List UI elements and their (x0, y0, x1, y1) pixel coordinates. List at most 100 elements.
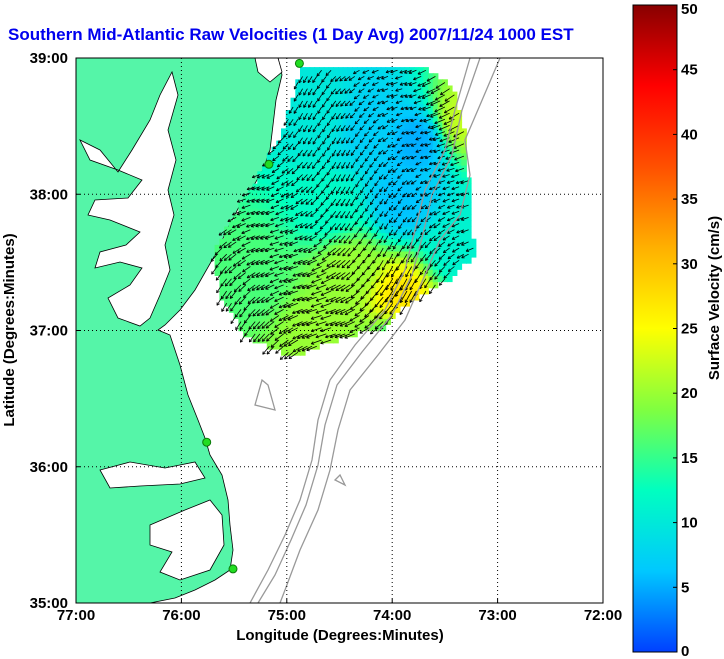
velocity-cell (385, 257, 391, 264)
current-vector (419, 278, 427, 290)
colorbar-tick-label: 30 (681, 256, 698, 273)
velocity-cell (290, 214, 297, 221)
current-vector (429, 247, 436, 254)
velocity-cell (347, 281, 353, 289)
current-vector (307, 88, 313, 96)
current-vector (438, 180, 446, 184)
velocity-cell (295, 330, 301, 338)
current-vector-head (312, 105, 316, 108)
current-vector (280, 217, 289, 222)
velocity-cell (371, 318, 377, 325)
current-vector (390, 290, 398, 303)
current-vector (391, 106, 398, 110)
current-vector-head (289, 111, 292, 114)
current-vector (372, 94, 379, 99)
current-vector (321, 174, 327, 182)
current-vector-head (456, 205, 459, 208)
velocity-cell (276, 300, 282, 307)
current-vector-head (419, 180, 423, 184)
velocity-cell (380, 201, 387, 209)
velocity-cell (470, 244, 477, 252)
velocity-cell (399, 134, 406, 142)
current-vector (429, 149, 436, 153)
current-vector (260, 247, 270, 252)
velocity-cell (290, 134, 297, 142)
velocity-cell (375, 177, 382, 184)
velocity-cell (323, 201, 330, 209)
current-vector (288, 106, 294, 114)
velocity-cell (333, 269, 339, 276)
current-vector-head (292, 287, 296, 289)
current-vector (367, 76, 374, 80)
velocity-cell (323, 318, 330, 325)
velocity-cell (295, 201, 301, 209)
current-vector-head (375, 208, 379, 212)
velocity-cell (252, 318, 259, 325)
current-vector (298, 76, 303, 84)
velocity-cell (323, 73, 330, 80)
current-vector-head (236, 199, 240, 203)
velocity-cell (285, 318, 292, 325)
velocity-cell (394, 293, 401, 301)
current-vector (301, 321, 313, 326)
current-vector-head (344, 79, 348, 82)
velocity-cell (328, 91, 335, 99)
current-vector-head (339, 335, 343, 338)
current-vector-head (340, 299, 343, 303)
velocity-cell (375, 244, 382, 252)
current-vector-head (389, 312, 393, 315)
velocity-cell (252, 251, 259, 258)
current-vector-head (299, 236, 302, 240)
velocity-cell (456, 238, 463, 246)
velocity-cell (356, 177, 363, 184)
current-vector-head (274, 273, 277, 277)
current-vector (429, 284, 436, 295)
velocity-cell (385, 208, 391, 215)
current-vector-head (374, 196, 378, 199)
velocity-cell (413, 85, 420, 93)
velocity-cell (399, 300, 406, 307)
velocity-cell (432, 85, 439, 93)
current-vector-head (320, 214, 322, 218)
velocity-cell (366, 91, 372, 99)
current-vector-head (398, 240, 402, 243)
current-vector (320, 290, 332, 296)
velocity-cell (437, 257, 444, 264)
velocity-cell (385, 232, 391, 240)
current-vector-head (315, 337, 319, 339)
current-vector-head (411, 218, 414, 223)
velocity-cell (432, 201, 439, 209)
velocity-cell (352, 287, 358, 295)
current-vector-head (366, 278, 368, 282)
velocity-cell (304, 251, 311, 258)
current-vector-head (283, 279, 286, 283)
current-vector (406, 241, 413, 249)
current-vector (358, 76, 365, 81)
velocity-cell (437, 171, 444, 178)
velocity-cell (214, 257, 221, 264)
current-vector (305, 210, 313, 217)
velocity-cell (328, 251, 335, 258)
velocity-cell (390, 300, 396, 307)
velocity-cell (228, 220, 235, 227)
current-vector (410, 253, 417, 263)
velocity-cell (390, 116, 396, 123)
velocity-cell (413, 122, 420, 129)
velocity-cell (224, 281, 230, 289)
current-vector-head (405, 108, 409, 111)
current-vector-head (283, 292, 286, 295)
current-vector-head (304, 237, 307, 241)
current-vector (269, 253, 280, 258)
current-vector (405, 118, 412, 122)
velocity-cell (342, 146, 349, 154)
current-vector (337, 247, 346, 256)
current-vector (433, 149, 441, 153)
velocity-cell (423, 226, 429, 234)
current-vector (312, 149, 318, 157)
current-vector (451, 186, 460, 190)
current-vector-head (292, 158, 294, 162)
current-vector-head (270, 344, 273, 348)
current-vector (397, 174, 403, 179)
velocity-cell (447, 159, 453, 166)
